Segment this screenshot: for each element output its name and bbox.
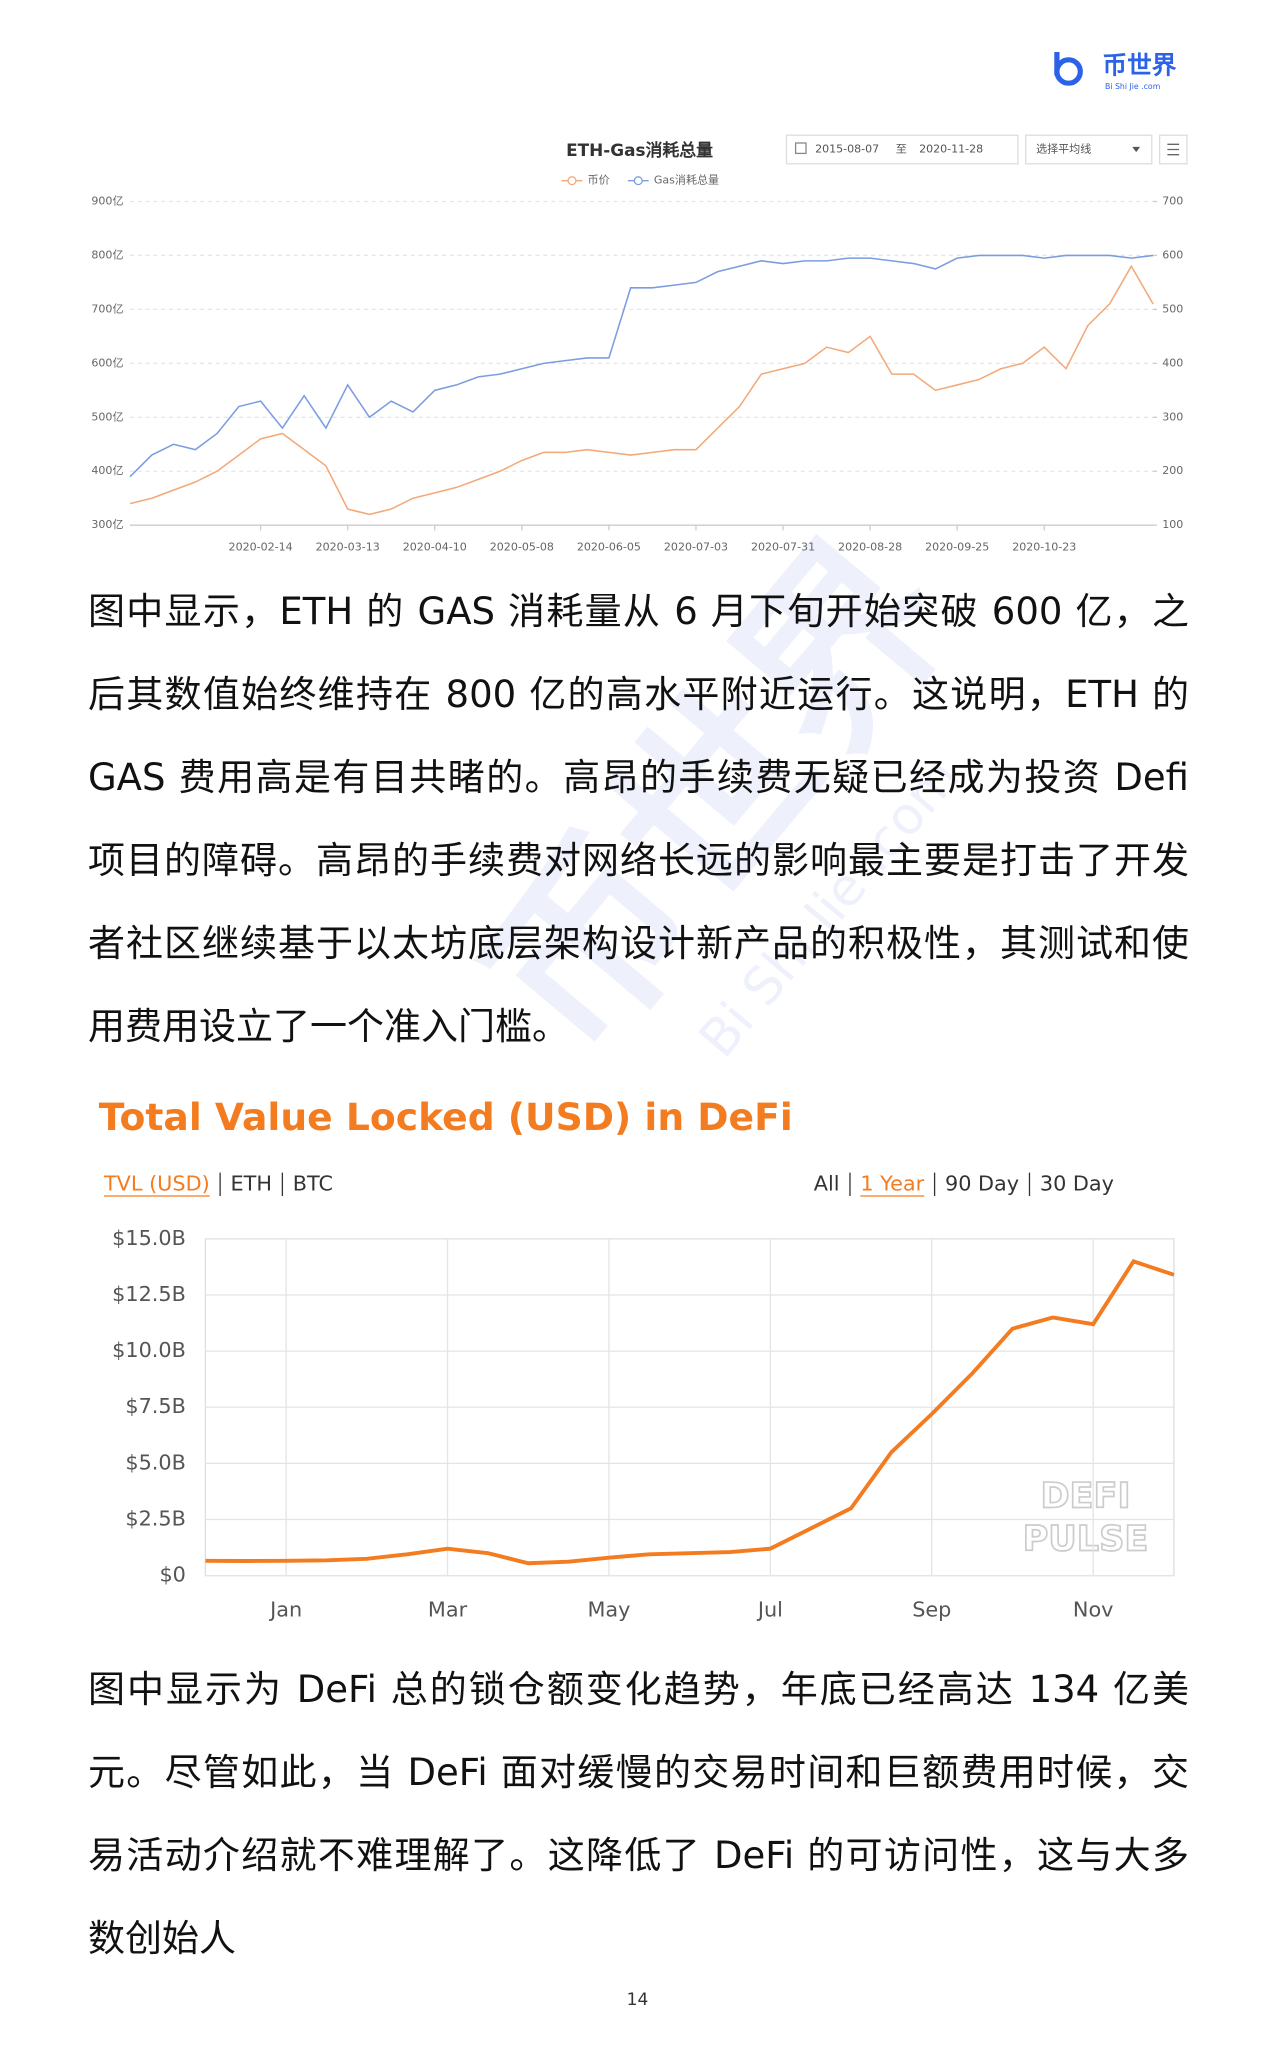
- tab[interactable]: BTC: [293, 1171, 333, 1195]
- x-tick-label: 2020-05-08: [490, 540, 554, 553]
- tab[interactable]: ETH: [231, 1171, 272, 1195]
- x-tick-label: 2020-02-14: [229, 540, 293, 553]
- x-tick-label: 2020-04-10: [403, 540, 467, 553]
- date-sep: 至: [896, 143, 907, 156]
- logo-icon: [1054, 57, 1083, 86]
- y2-tick-label: 400: [1162, 356, 1183, 369]
- y-tick-label: $7.5B: [125, 1394, 186, 1418]
- paragraph: 图中显示，ETH 的 GAS 消耗量从 6 月下旬开始突破 600 亿，之后其数…: [88, 590, 1189, 1048]
- tab[interactable]: 90 Day: [945, 1171, 1019, 1195]
- y2-tick-label: 300: [1162, 410, 1183, 423]
- page-number: 14: [626, 1990, 649, 2010]
- legend-label: Gas消耗总量: [654, 173, 719, 187]
- legend-swatch-dot: [567, 176, 577, 186]
- x-tick-label: May: [587, 1598, 630, 1622]
- menu-icon: [1167, 143, 1180, 156]
- logo-text: 币世界: [1102, 50, 1176, 79]
- y2-tick-label: 600: [1162, 248, 1183, 261]
- y-tick-label: $0: [159, 1563, 185, 1587]
- y-tick-label: 400亿: [91, 464, 123, 477]
- y-tick-label: 300亿: [91, 518, 123, 531]
- average-select-label: 选择平均线: [1036, 142, 1091, 156]
- x-tick-label: 2020-06-05: [577, 540, 641, 553]
- logo-icon-stem: [1054, 52, 1060, 76]
- date-from: 2015-08-07: [815, 143, 879, 156]
- y-tick-label: 900亿: [91, 195, 123, 208]
- x-tick-label: Jul: [756, 1598, 783, 1622]
- paragraph: 图中显示为 DeFi 总的锁仓额变化趋势，年底已经高达 134 亿美元。尽管如此…: [88, 1668, 1189, 1960]
- legend-label: 币价: [588, 174, 610, 187]
- x-tick-label: Nov: [1073, 1598, 1114, 1622]
- x-tick-label: 2020-08-28: [838, 540, 902, 553]
- legend-swatch-dot: [633, 176, 643, 186]
- defi-pulse-watermark: DEFI: [1040, 1476, 1130, 1517]
- date-to: 2020-11-28: [919, 143, 983, 156]
- y-tick-label: 600亿: [91, 356, 123, 369]
- x-tick-label: Jan: [268, 1598, 302, 1622]
- tab[interactable]: All: [814, 1171, 840, 1195]
- logo-sub: Bi Shi Jie .com: [1105, 82, 1160, 91]
- y-tick-label: $12.5B: [112, 1282, 186, 1306]
- x-tick-label: 2020-10-23: [1012, 540, 1076, 553]
- y-tick-label: $5.0B: [125, 1450, 186, 1474]
- average-select[interactable]: [1025, 134, 1153, 165]
- x-tick-label: Mar: [428, 1598, 468, 1622]
- y-tick-label: 500亿: [91, 410, 123, 423]
- y-tick-label: 800亿: [91, 248, 123, 261]
- data-line: [129, 264, 1154, 516]
- date-box[interactable]: [785, 134, 1019, 165]
- calendar-icon: [794, 142, 807, 155]
- x-tick-label: 2020-07-31: [751, 540, 815, 553]
- x-tick-label: 2020-07-03: [664, 540, 728, 553]
- y2-tick-label: 700: [1162, 195, 1183, 208]
- y2-tick-label: 500: [1162, 302, 1183, 315]
- tab[interactable]: 30 Day: [1040, 1171, 1114, 1195]
- y-tick-label: $10.0B: [112, 1338, 186, 1362]
- y2-tick-label: 200: [1162, 464, 1183, 477]
- x-tick-label: Sep: [912, 1598, 951, 1622]
- data-line: [205, 1259, 1175, 1566]
- tab[interactable]: TVL (USD): [103, 1171, 210, 1195]
- y-tick-label: $15.0B: [112, 1226, 186, 1250]
- y-tick-label: 700亿: [91, 302, 123, 315]
- x-tick-label: 2020-09-25: [925, 540, 989, 553]
- y-tick-label: $2.5B: [125, 1506, 186, 1530]
- tab[interactable]: 1 Year: [860, 1171, 924, 1195]
- data-line: [129, 254, 1154, 478]
- y2-tick-label: 100: [1162, 518, 1183, 531]
- chart2-title: Total Value Locked (USD) in DeFi: [99, 1095, 793, 1139]
- x-tick-label: 2020-03-13: [316, 540, 380, 553]
- chart1-title: ETH-Gas消耗总量: [566, 140, 713, 160]
- defi-pulse-watermark: PULSE: [1023, 1519, 1149, 1560]
- dropdown-arrow: [1132, 146, 1141, 153]
